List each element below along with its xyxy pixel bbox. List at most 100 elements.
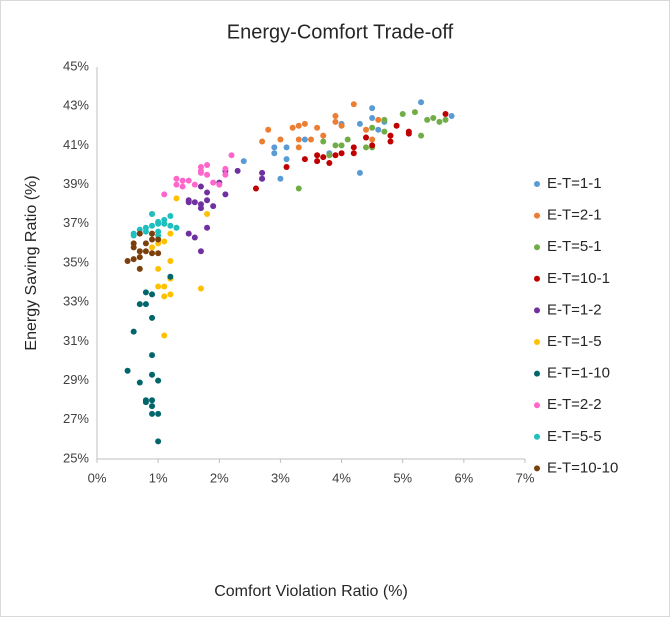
point <box>167 273 174 280</box>
point <box>222 165 229 172</box>
point <box>167 212 174 219</box>
point <box>387 132 394 139</box>
point <box>161 283 168 290</box>
point <box>271 144 278 151</box>
x-tick-label: 6% <box>454 470 473 485</box>
point <box>142 301 149 308</box>
point <box>259 175 266 182</box>
x-tick-label: 4% <box>332 470 351 485</box>
point <box>173 195 180 202</box>
point <box>136 265 143 272</box>
point <box>418 132 425 139</box>
point <box>375 116 382 123</box>
point <box>149 244 156 251</box>
point <box>149 222 156 229</box>
point <box>381 128 388 135</box>
point <box>289 124 296 131</box>
x-tick-label: 7% <box>516 470 535 485</box>
point <box>136 230 143 237</box>
legend-label: E-T=5-1 <box>547 238 602 255</box>
point <box>161 220 168 227</box>
point <box>252 185 259 192</box>
point <box>155 410 162 417</box>
point <box>149 403 156 410</box>
point <box>314 158 321 165</box>
point <box>167 291 174 298</box>
point <box>204 224 211 231</box>
legend-marker <box>534 465 540 472</box>
point <box>314 124 321 131</box>
point <box>204 189 211 196</box>
point <box>155 283 162 290</box>
point <box>142 248 149 255</box>
legend-marker <box>534 181 540 187</box>
point <box>136 254 143 261</box>
point <box>185 230 192 237</box>
point <box>173 175 180 182</box>
y-tick-label: 39% <box>63 176 89 191</box>
point <box>155 265 162 272</box>
legend-label: E-T=1-5 <box>547 333 602 350</box>
point <box>356 120 363 127</box>
point <box>338 142 345 149</box>
point <box>240 158 247 165</box>
point <box>197 167 204 174</box>
point <box>295 144 302 151</box>
point <box>130 256 137 263</box>
legend-marker <box>534 212 540 219</box>
x-tick-label: 0% <box>88 470 107 485</box>
point <box>356 169 363 176</box>
legend-label: E-T=1-2 <box>547 301 602 318</box>
point <box>136 379 143 386</box>
point <box>295 185 302 192</box>
point <box>149 352 156 359</box>
point <box>387 138 394 145</box>
point <box>405 130 412 137</box>
point <box>320 138 327 145</box>
point <box>332 152 339 159</box>
point <box>436 118 443 125</box>
legend-label: E-T=2-1 <box>547 207 602 224</box>
legend-marker <box>534 370 540 377</box>
point <box>363 134 370 141</box>
point <box>149 371 156 378</box>
x-tick-label: 1% <box>149 470 168 485</box>
point <box>418 99 425 106</box>
point <box>314 152 321 159</box>
point <box>295 136 302 143</box>
point <box>173 224 180 231</box>
point <box>234 167 241 174</box>
point <box>155 220 162 227</box>
point <box>204 197 211 204</box>
point <box>320 154 327 161</box>
y-tick-label: 35% <box>63 254 89 269</box>
point <box>191 234 198 241</box>
y-tick-label: 29% <box>63 372 89 387</box>
point <box>136 301 143 308</box>
point <box>448 113 455 119</box>
legend-label: E-T=1-10 <box>547 365 610 382</box>
point <box>155 438 162 445</box>
point <box>142 289 149 296</box>
point <box>326 160 333 167</box>
point <box>338 122 345 129</box>
point <box>142 240 149 247</box>
point <box>155 236 162 243</box>
point <box>369 105 376 112</box>
point <box>350 101 357 108</box>
point <box>149 314 156 321</box>
point <box>277 136 284 143</box>
y-tick-label: 45% <box>63 58 89 73</box>
point <box>283 163 290 170</box>
y-tick-label: 33% <box>63 294 89 309</box>
legend-label: E-T=2-2 <box>547 396 602 413</box>
point <box>149 397 156 404</box>
x-tick-label: 3% <box>271 470 290 485</box>
point <box>369 124 376 131</box>
y-tick-label: 27% <box>63 411 89 426</box>
chart-title: Energy-Comfort Trade-off <box>227 21 454 43</box>
point <box>179 177 186 184</box>
legend-marker <box>534 275 540 282</box>
